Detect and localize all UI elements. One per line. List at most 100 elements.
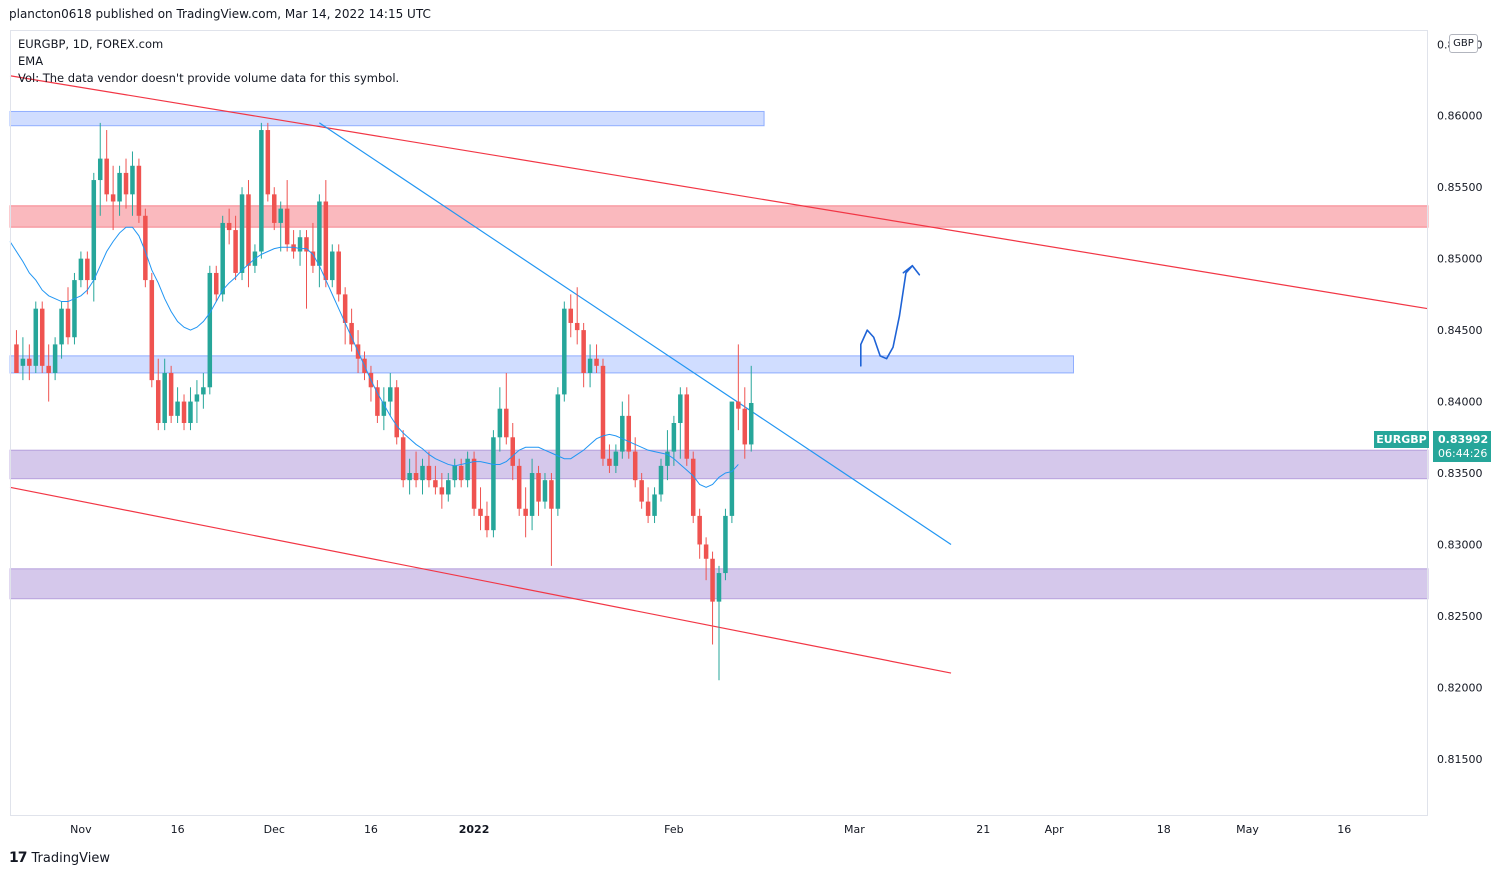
footer-branding[interactable]: 17 TradingView bbox=[9, 850, 110, 866]
candle bbox=[529, 458, 535, 531]
candle bbox=[465, 451, 470, 488]
candle-body bbox=[626, 415, 632, 452]
lower-channel-line bbox=[9, 486, 952, 674]
candle bbox=[59, 301, 64, 359]
candle bbox=[562, 301, 567, 402]
candle bbox=[201, 372, 206, 409]
candle-body bbox=[516, 465, 522, 509]
candle bbox=[388, 372, 393, 416]
candle-body bbox=[330, 251, 335, 281]
candle bbox=[375, 380, 380, 423]
candle-body bbox=[471, 458, 477, 509]
candle-body bbox=[65, 308, 71, 338]
candle-body bbox=[748, 402, 754, 445]
candle bbox=[433, 465, 438, 495]
candle bbox=[523, 487, 528, 538]
candle bbox=[39, 301, 45, 373]
time-tick-label: 16 bbox=[1337, 823, 1351, 836]
candle-body bbox=[394, 387, 399, 438]
candle bbox=[259, 122, 264, 259]
projection-layer bbox=[860, 264, 921, 367]
candle-body bbox=[613, 451, 619, 466]
candle-body bbox=[39, 308, 45, 366]
candle-body bbox=[510, 437, 516, 466]
candle-body bbox=[729, 401, 735, 516]
candle-body bbox=[149, 280, 155, 381]
candle-body bbox=[181, 401, 187, 423]
candle-body bbox=[310, 251, 316, 266]
candle-body bbox=[600, 365, 606, 459]
candle bbox=[723, 508, 728, 581]
legend-volume-note: Vol: The data vendor doesn't provide vol… bbox=[18, 71, 400, 85]
candle-body bbox=[272, 194, 277, 223]
candle-body bbox=[407, 473, 412, 481]
candle-body bbox=[104, 158, 109, 195]
candle-body bbox=[555, 394, 561, 509]
candle bbox=[600, 358, 606, 466]
legend-indicator[interactable]: EMA bbox=[18, 54, 44, 68]
price-tick-label: 0.85000 bbox=[1437, 253, 1483, 266]
price-tick-label: 0.84000 bbox=[1437, 396, 1483, 409]
brand-name: TradingView bbox=[31, 850, 111, 866]
candle-body bbox=[323, 201, 329, 281]
candle-body bbox=[220, 222, 225, 295]
price-tick-label: 0.82000 bbox=[1437, 681, 1483, 694]
ema-layer bbox=[9, 226, 739, 488]
candle-body bbox=[168, 372, 174, 416]
candle bbox=[658, 458, 664, 502]
candle bbox=[697, 508, 702, 559]
candle-body bbox=[52, 344, 58, 373]
candle-body bbox=[587, 358, 593, 373]
candle bbox=[652, 487, 657, 524]
candle bbox=[729, 401, 735, 524]
time-tick-label: 18 bbox=[1157, 823, 1171, 836]
candle-body bbox=[439, 487, 445, 495]
candle bbox=[736, 344, 741, 431]
candle-body bbox=[523, 508, 528, 516]
candle bbox=[317, 194, 322, 288]
candle-body bbox=[678, 394, 683, 423]
candle bbox=[207, 265, 213, 395]
candle-body bbox=[175, 401, 180, 416]
candle bbox=[168, 365, 174, 423]
candle bbox=[65, 287, 71, 345]
time-tick-label: 2022 bbox=[459, 823, 490, 836]
candle-body bbox=[130, 165, 135, 195]
candle bbox=[297, 230, 303, 266]
descending-trendline bbox=[319, 122, 952, 545]
candle-body bbox=[491, 437, 496, 531]
candle-body bbox=[85, 258, 90, 281]
candle-body bbox=[381, 401, 387, 416]
candle-body bbox=[117, 172, 122, 202]
candle-body bbox=[27, 358, 32, 366]
candle bbox=[323, 180, 329, 288]
candle bbox=[555, 387, 561, 516]
candle bbox=[130, 151, 135, 216]
candle bbox=[136, 158, 142, 223]
time-tick-label: Apr bbox=[1045, 823, 1065, 836]
currency-badge[interactable]: GBP bbox=[1449, 34, 1478, 53]
legend-symbol[interactable]: EURGBP, 1D, FOREX.com bbox=[18, 37, 164, 51]
candle bbox=[117, 165, 122, 216]
candle-body bbox=[658, 465, 664, 495]
candle bbox=[458, 458, 464, 488]
price-tick-label: 0.83500 bbox=[1437, 467, 1483, 480]
candle bbox=[239, 187, 245, 281]
candle bbox=[188, 387, 193, 431]
candle-body bbox=[136, 165, 142, 216]
candles-layer bbox=[14, 122, 754, 681]
bar-countdown: 06:44:26 bbox=[1438, 447, 1488, 460]
price-tick-label: 0.83000 bbox=[1437, 538, 1483, 551]
candle-body bbox=[465, 458, 470, 481]
price-tick-label: 0.84500 bbox=[1437, 324, 1483, 337]
candle bbox=[381, 387, 387, 431]
candle bbox=[491, 430, 496, 538]
candle-body bbox=[20, 358, 26, 366]
candle-body bbox=[213, 272, 219, 295]
candle bbox=[181, 394, 187, 431]
time-tick-label: May bbox=[1236, 823, 1259, 836]
candle bbox=[594, 344, 599, 373]
candle bbox=[639, 473, 644, 509]
candle-body bbox=[562, 308, 567, 395]
